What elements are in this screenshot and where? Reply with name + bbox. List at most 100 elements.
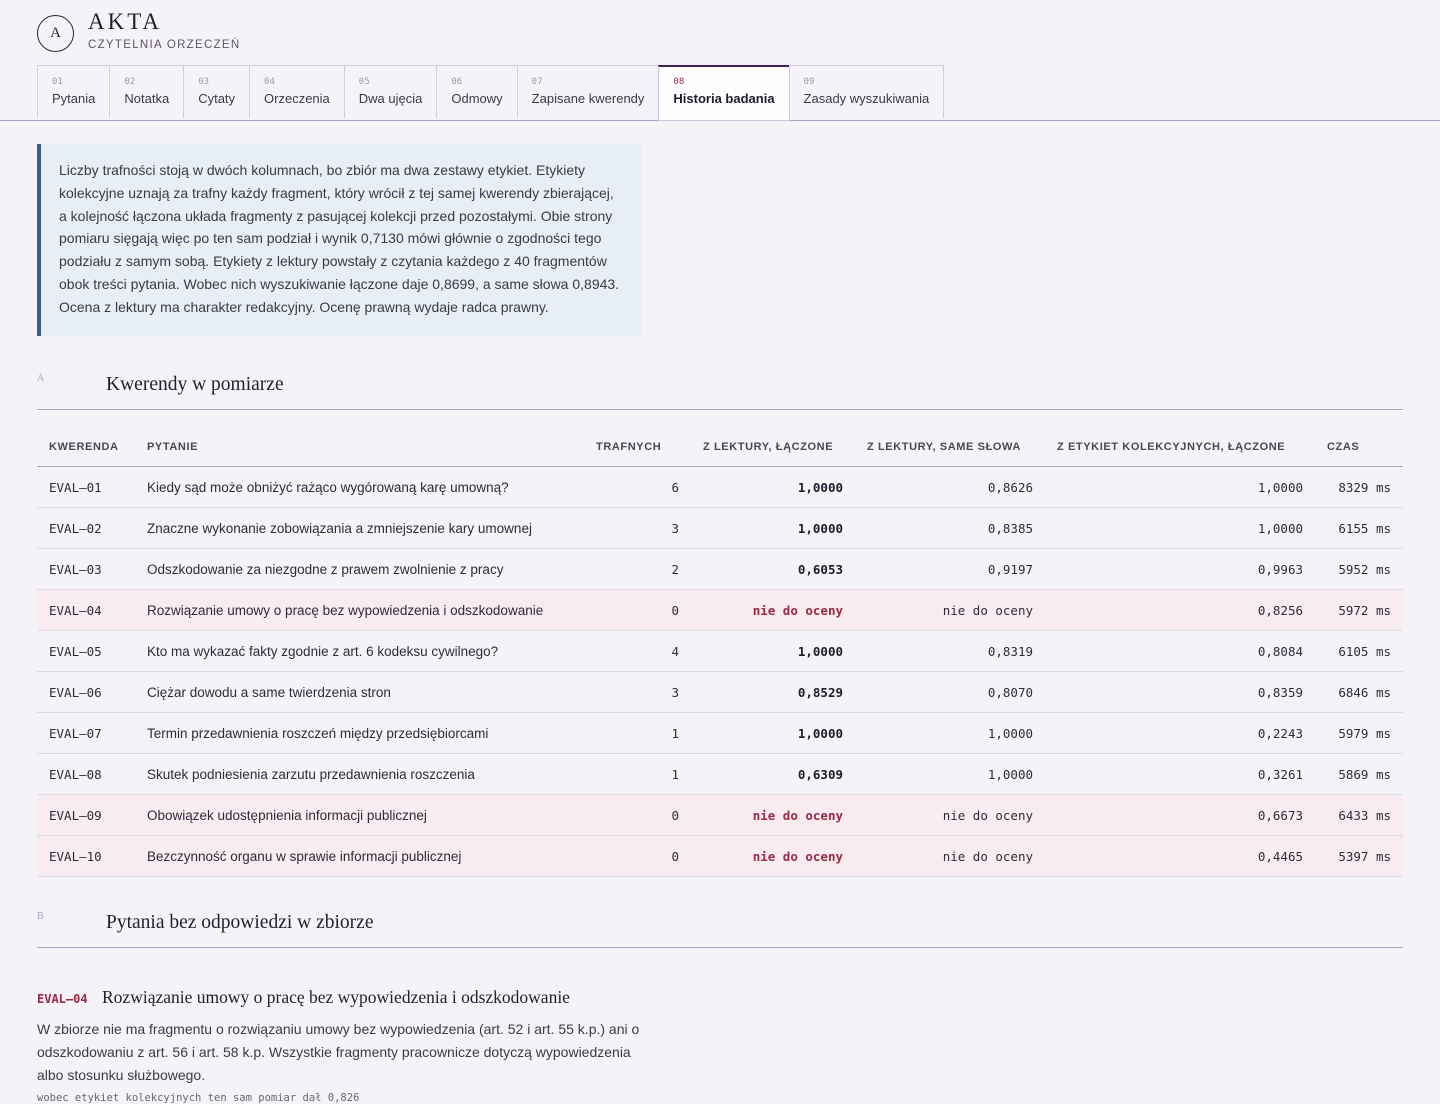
section-title-queries: Kwerendy w pomiarze xyxy=(106,374,284,395)
logo-icon[interactable]: A xyxy=(37,15,74,52)
table-row[interactable]: EVAL–09 Obowiązek udostępnienia informacj… xyxy=(37,794,1403,836)
table-row[interactable]: EVAL–04 Rozwiązanie umowy o pracę bez wyp… xyxy=(37,589,1403,631)
collection-combined-cell: 1,0000 xyxy=(1045,466,1315,508)
hits-cell: 4 xyxy=(584,630,691,672)
read-combined-cell: 0,6309 xyxy=(691,753,855,795)
tab-zasady-wyszukiwania[interactable]: 09 Zasady wyszukiwania xyxy=(788,65,945,118)
read-combined-cell: 0,6053 xyxy=(691,548,855,590)
question-cell: Znaczne wykonanie zobowiązania a zmniejs… xyxy=(135,507,584,549)
column-header[interactable]: Z ETYKIET KOLEKCYJNYCH, ŁĄCZONE xyxy=(1045,428,1315,467)
table-row[interactable]: EVAL–10 Bezczynność organu w sprawie info… xyxy=(37,835,1403,877)
tab-orzeczenia[interactable]: 04 Orzeczenia xyxy=(249,65,345,118)
unanswered-query-title: Rozwiązanie umowy o pracę bez wypowiedze… xyxy=(102,987,570,1007)
read-combined-cell: nie do oceny xyxy=(691,794,855,836)
table-row[interactable]: EVAL–05 Kto ma wykazać fakty zgodnie z ar… xyxy=(37,630,1403,672)
info-note: Liczby trafności stoją w dwóch kolumnach… xyxy=(37,144,641,336)
query-id-cell: EVAL–10 xyxy=(37,835,135,877)
read-words-cell: nie do oceny xyxy=(855,589,1045,631)
tab-pytania[interactable]: 01 Pytania xyxy=(37,65,111,118)
query-id-cell: EVAL–05 xyxy=(37,630,135,672)
read-combined-cell: 1,0000 xyxy=(691,466,855,508)
question-cell: Kto ma wykazać fakty zgodnie z art. 6 ko… xyxy=(135,630,584,672)
table-row[interactable]: EVAL–07 Termin przedawnienia roszczeń mię… xyxy=(37,712,1403,754)
table-row[interactable]: EVAL–03 Odszkodowanie za niezgodne z praw… xyxy=(37,548,1403,590)
table-row[interactable]: EVAL–08 Skutek podniesienia zarzutu przed… xyxy=(37,753,1403,795)
tab-zapisane-kwerendy[interactable]: 07 Zapisane kwerendy xyxy=(516,65,660,118)
tab-bar: 01 Pytania 02 Notatka 03 Cytaty 04 Orzeczenia 05… xyxy=(37,65,945,121)
hits-cell: 6 xyxy=(584,466,691,508)
column-header[interactable]: Z LEKTURY, SAME SŁOWA xyxy=(855,428,1045,467)
read-combined-cell: nie do oceny xyxy=(691,589,855,631)
read-words-cell: 0,9197 xyxy=(855,548,1045,590)
tab-dwa-ujęcia[interactable]: 05 Dwa ujęcia xyxy=(343,65,438,118)
read-words-cell: 0,8385 xyxy=(855,507,1045,549)
question-cell: Rozwiązanie umowy o pracę bez wypowiedze… xyxy=(135,589,584,631)
column-header[interactable]: PYTANIE xyxy=(135,428,584,467)
results-table: KWERENDA PYTANIE TRAFNYCH Z LEKTURY, ŁĄC… xyxy=(37,428,1403,877)
tab-number: 03 xyxy=(198,77,210,87)
unanswered-query-note: wobec etykiet kolekcyjnych ten sam pomia… xyxy=(37,1092,360,1104)
hits-cell: 3 xyxy=(584,671,691,713)
column-header[interactable]: Z LEKTURY, ŁĄCZONE xyxy=(691,428,855,467)
tab-odmowy[interactable]: 06 Odmowy xyxy=(436,65,518,118)
tab-notatka[interactable]: 02 Notatka xyxy=(109,65,185,118)
query-id-cell: EVAL–07 xyxy=(37,712,135,754)
question-cell: Obowiązek udostępnienia informacji publi… xyxy=(135,794,584,836)
tab-cytaty[interactable]: 03 Cytaty xyxy=(183,65,251,118)
collection-combined-cell: 0,8256 xyxy=(1045,589,1315,631)
question-cell: Odszkodowanie za niezgodne z prawem zwol… xyxy=(135,548,584,590)
collection-combined-cell: 0,9963 xyxy=(1045,548,1315,590)
section-letter: B xyxy=(37,911,44,922)
time-cell: 8329 ms xyxy=(1315,466,1403,508)
table-row[interactable]: EVAL–01 Kiedy sąd może obniżyć rażąco wyg… xyxy=(37,466,1403,508)
query-id-cell: EVAL–08 xyxy=(37,753,135,795)
read-words-cell: nie do oceny xyxy=(855,794,1045,836)
hits-cell: 0 xyxy=(584,794,691,836)
read-words-cell: nie do oceny xyxy=(855,835,1045,877)
collection-combined-cell: 1,0000 xyxy=(1045,507,1315,549)
app-header: A AKTA CZYTELNIA ORZECZEŃ 01 Pytania 02 Not… xyxy=(0,0,1440,121)
tab-label: Pytania xyxy=(52,91,96,106)
hits-cell: 3 xyxy=(584,507,691,549)
tab-historia-badania[interactable]: 08 Historia badania xyxy=(658,65,790,121)
tab-label: Historia badania xyxy=(673,91,775,106)
tab-label: Zasady wyszukiwania xyxy=(803,91,930,106)
time-cell: 5952 ms xyxy=(1315,548,1403,590)
read-combined-cell: 1,0000 xyxy=(691,712,855,754)
tab-label: Notatka xyxy=(124,91,170,106)
collection-combined-cell: 0,4465 xyxy=(1045,835,1315,877)
column-header[interactable]: KWERENDA xyxy=(37,428,135,467)
tab-label: Zapisane kwerendy xyxy=(531,91,645,106)
tab-label: Dwa ujęcia xyxy=(358,91,423,106)
time-cell: 5972 ms xyxy=(1315,589,1403,631)
tab-number: 04 xyxy=(264,77,275,87)
read-words-cell: 0,8319 xyxy=(855,630,1045,672)
time-cell: 5397 ms xyxy=(1315,835,1403,877)
hits-cell: 1 xyxy=(584,712,691,754)
section-letter: A xyxy=(37,373,45,384)
question-cell: Bezczynność organu w sprawie informacji … xyxy=(135,835,584,877)
collection-combined-cell: 0,8359 xyxy=(1045,671,1315,713)
time-cell: 6433 ms xyxy=(1315,794,1403,836)
section-divider xyxy=(37,409,1403,410)
unanswered-query-body: W zbiorze nie ma fragmentu o rozwiązaniu… xyxy=(37,1021,640,1083)
app-name[interactable]: AKTA xyxy=(88,9,163,34)
query-id-cell: EVAL–09 xyxy=(37,794,135,836)
column-header[interactable]: CZAS xyxy=(1315,428,1403,467)
read-combined-cell: 1,0000 xyxy=(691,507,855,549)
column-header[interactable]: TRAFNYCH xyxy=(584,428,691,467)
read-words-cell: 1,0000 xyxy=(855,753,1045,795)
query-id-cell: EVAL–03 xyxy=(37,548,135,590)
table-row[interactable]: EVAL–02 Znaczne wykonanie zobowiązania a … xyxy=(37,507,1403,549)
table-row[interactable]: EVAL–06 Ciężar dowodu a same twierdzenia … xyxy=(37,671,1403,713)
read-combined-cell: 0,8529 xyxy=(691,671,855,713)
hits-cell: 2 xyxy=(584,548,691,590)
query-id-cell: EVAL–06 xyxy=(37,671,135,713)
time-cell: 6155 ms xyxy=(1315,507,1403,549)
tab-number: 01 xyxy=(52,77,63,87)
question-cell: Termin przedawnienia roszczeń między prz… xyxy=(135,712,584,754)
question-cell: Skutek podniesienia zarzutu przedawnieni… xyxy=(135,753,584,795)
table-header-row: KWERENDA PYTANIE TRAFNYCH Z LEKTURY, ŁĄC… xyxy=(37,428,1403,467)
collection-combined-cell: 0,8084 xyxy=(1045,630,1315,672)
collection-combined-cell: 0,3261 xyxy=(1045,753,1315,795)
